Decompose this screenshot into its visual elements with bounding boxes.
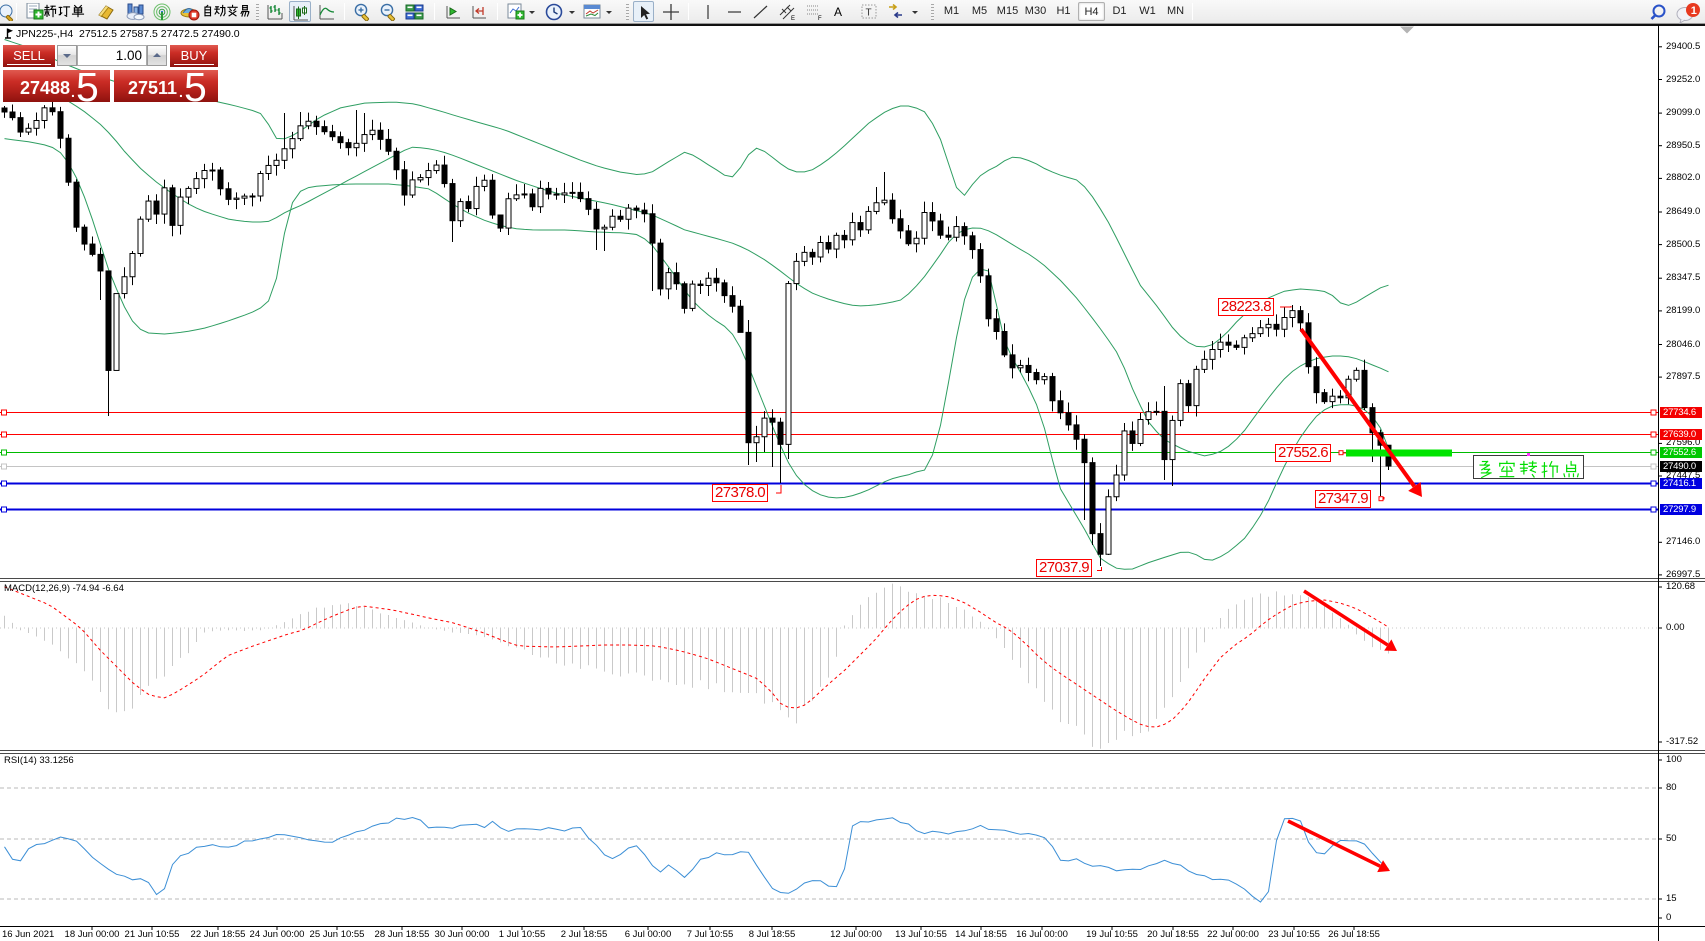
svg-text:1: 1 bbox=[1691, 5, 1697, 17]
svg-text:E: E bbox=[791, 16, 795, 21]
svg-text:T: T bbox=[866, 8, 872, 19]
svg-text:F: F bbox=[818, 16, 822, 21]
